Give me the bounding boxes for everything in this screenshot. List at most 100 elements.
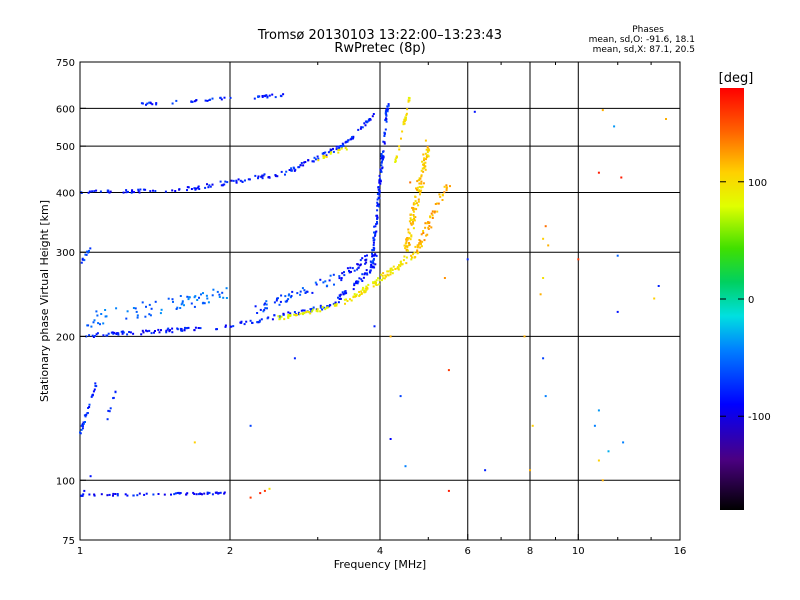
data-point bbox=[407, 96, 410, 99]
data-point bbox=[369, 269, 372, 272]
data-point bbox=[424, 165, 427, 168]
y-tick-label: 200 bbox=[56, 332, 75, 343]
data-point bbox=[91, 190, 94, 193]
data-point bbox=[319, 304, 322, 307]
data-point bbox=[577, 258, 580, 261]
data-point bbox=[194, 326, 197, 329]
data-point bbox=[138, 191, 141, 194]
data-point bbox=[106, 334, 109, 337]
data-point bbox=[360, 292, 363, 295]
data-point bbox=[186, 186, 189, 189]
data-point bbox=[258, 319, 261, 322]
data-point bbox=[376, 198, 379, 201]
data-point bbox=[349, 266, 352, 269]
data-point bbox=[412, 222, 415, 225]
data-point bbox=[373, 325, 376, 328]
data-point bbox=[283, 318, 286, 321]
data-point bbox=[200, 293, 202, 296]
data-point bbox=[437, 202, 440, 205]
colorbar-label: [deg] bbox=[719, 71, 754, 86]
data-point bbox=[377, 186, 380, 189]
data-point bbox=[142, 188, 145, 191]
data-point bbox=[324, 308, 327, 311]
data-point bbox=[369, 260, 372, 263]
data-point bbox=[287, 311, 290, 314]
data-point bbox=[412, 253, 414, 256]
data-point bbox=[347, 139, 350, 142]
data-point bbox=[357, 263, 360, 266]
data-point bbox=[420, 175, 423, 178]
data-point bbox=[326, 284, 329, 287]
data-point bbox=[412, 227, 415, 230]
data-point bbox=[385, 111, 387, 114]
data-point bbox=[155, 103, 158, 106]
data-point bbox=[114, 493, 117, 495]
data-point bbox=[404, 245, 407, 248]
data-point bbox=[374, 281, 377, 284]
data-point bbox=[300, 162, 303, 164]
data-point bbox=[204, 186, 207, 189]
data-point bbox=[420, 174, 423, 177]
data-point bbox=[385, 120, 388, 123]
data-point bbox=[381, 156, 384, 159]
data-point bbox=[293, 357, 296, 360]
data-point bbox=[193, 329, 196, 332]
data-point bbox=[414, 245, 417, 248]
data-point bbox=[616, 254, 619, 257]
chart-title: Tromsø 20130103 13:22:00–13:23:43 bbox=[257, 28, 502, 43]
data-point bbox=[397, 267, 400, 270]
data-point bbox=[197, 493, 200, 496]
data-point bbox=[445, 187, 448, 190]
data-point bbox=[367, 118, 370, 121]
data-point bbox=[335, 145, 338, 148]
data-point bbox=[428, 222, 430, 225]
data-point bbox=[358, 277, 361, 280]
data-point bbox=[154, 330, 156, 332]
data-point bbox=[198, 188, 201, 190]
data-point bbox=[389, 269, 392, 272]
data-point bbox=[85, 335, 88, 338]
data-point bbox=[131, 190, 133, 193]
data-point bbox=[426, 233, 429, 236]
data-point bbox=[380, 161, 383, 164]
data-point bbox=[338, 148, 341, 151]
data-point bbox=[207, 301, 210, 304]
y-tick-label: 750 bbox=[56, 58, 75, 69]
data-point bbox=[294, 168, 297, 171]
data-point bbox=[466, 258, 469, 261]
data-point bbox=[357, 280, 360, 283]
data-point bbox=[420, 182, 423, 185]
data-point bbox=[385, 109, 388, 111]
data-point bbox=[372, 281, 375, 284]
data-point bbox=[206, 99, 209, 102]
data-point bbox=[351, 136, 353, 139]
data-point bbox=[91, 393, 94, 396]
data-point bbox=[410, 235, 413, 238]
data-point bbox=[187, 298, 190, 301]
data-point bbox=[374, 263, 377, 266]
data-point bbox=[137, 188, 140, 191]
data-point bbox=[279, 94, 282, 97]
data-point bbox=[289, 296, 292, 299]
data-point bbox=[343, 290, 346, 293]
data-point bbox=[372, 113, 375, 115]
data-point bbox=[344, 302, 346, 305]
data-point bbox=[293, 169, 296, 172]
data-point bbox=[268, 487, 271, 490]
data-point bbox=[423, 162, 426, 165]
data-point bbox=[190, 302, 193, 305]
data-point bbox=[378, 180, 381, 183]
data-point bbox=[372, 259, 375, 262]
data-point bbox=[278, 315, 281, 318]
data-point bbox=[424, 139, 427, 142]
data-point bbox=[337, 151, 340, 154]
data-point bbox=[484, 469, 487, 472]
data-point bbox=[387, 104, 390, 107]
data-point bbox=[100, 493, 103, 496]
data-point bbox=[377, 196, 380, 199]
data-point bbox=[217, 492, 220, 495]
data-point bbox=[96, 314, 99, 317]
data-point bbox=[81, 427, 84, 430]
data-point bbox=[325, 154, 328, 157]
data-point bbox=[225, 287, 228, 290]
